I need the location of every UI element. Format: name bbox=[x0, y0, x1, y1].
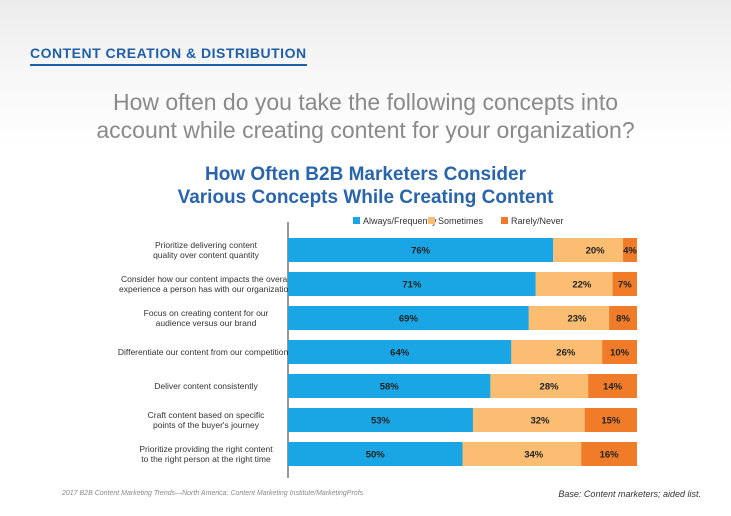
bar-segment-0-6 bbox=[288, 442, 463, 466]
data-label-2-1: 7% bbox=[618, 280, 632, 291]
category-label-5-line-1: points of the buyer's journey bbox=[153, 420, 260, 430]
bar-segment-1-2 bbox=[528, 306, 610, 330]
question-heading: How often do you take the following conc… bbox=[0, 88, 731, 144]
chart-title-line-1: How Often B2B Marketers Consider bbox=[205, 164, 526, 185]
data-label-0-1: 71% bbox=[402, 280, 422, 291]
legend-swatch-1 bbox=[428, 217, 435, 224]
category-label-1-line-0: Consider how our content impacts the ove… bbox=[121, 274, 291, 284]
bar-segment-0-2 bbox=[288, 306, 529, 330]
category-label-2-line-0: Focus on creating content for our bbox=[144, 308, 269, 318]
data-label-0-0: 76% bbox=[411, 246, 431, 257]
category-label-0-line-1: quality over content quantity bbox=[153, 250, 260, 260]
data-label-2-0: 4% bbox=[623, 246, 637, 257]
legend-swatch-0 bbox=[353, 217, 360, 224]
source-note: 2017 B2B Content Marketing Trends—North … bbox=[62, 490, 364, 497]
chart-title-line-2: Various Concepts While Creating Content bbox=[177, 187, 554, 208]
category-label-2-line-1: audience versus our brand bbox=[156, 318, 257, 328]
bar-segment-1-3 bbox=[511, 340, 603, 364]
category-label-6-line-0: Prioritize providing the right content bbox=[139, 444, 273, 454]
data-label-0-3: 64% bbox=[390, 348, 410, 359]
data-label-1-4: 28% bbox=[540, 382, 560, 393]
category-label-4-line-0: Deliver content consistently bbox=[154, 381, 258, 391]
data-label-0-5: 53% bbox=[371, 416, 391, 427]
question-line-1: How often do you take the following conc… bbox=[112, 89, 619, 115]
legend-label-2: Rarely/Never bbox=[511, 216, 564, 226]
data-label-1-5: 32% bbox=[530, 416, 550, 427]
bar-segment-0-5 bbox=[288, 408, 473, 432]
data-label-1-3: 26% bbox=[556, 348, 576, 359]
bar-segment-1-5 bbox=[472, 408, 585, 432]
data-label-1-0: 20% bbox=[586, 246, 606, 257]
bar-segment-2-0 bbox=[623, 238, 637, 262]
bar-segment-1-4 bbox=[490, 374, 589, 398]
data-label-1-2: 23% bbox=[567, 314, 587, 325]
bar-segment-2-4 bbox=[588, 374, 637, 398]
data-label-0-6: 50% bbox=[366, 450, 386, 461]
data-label-2-5: 15% bbox=[601, 416, 621, 427]
section-label: CONTENT CREATION & DISTRIBUTION bbox=[30, 45, 307, 66]
base-note: Base: Content marketers; aided list. bbox=[558, 489, 701, 499]
legend-label-1: Sometimes bbox=[438, 216, 484, 226]
bar-segment-2-2 bbox=[609, 306, 637, 330]
data-label-0-2: 69% bbox=[399, 314, 419, 325]
bar-segment-1-1 bbox=[535, 272, 613, 296]
bar-segment-0-0 bbox=[288, 238, 554, 262]
bar-segment-2-3 bbox=[602, 340, 637, 364]
category-label-1-line-1: experience a person has with our organiz… bbox=[119, 284, 293, 294]
bar-segment-0-4 bbox=[288, 374, 491, 398]
data-label-1-6: 34% bbox=[524, 450, 544, 461]
chart-title: How Often B2B Marketers Consider Various… bbox=[0, 163, 731, 209]
legend-swatch-2 bbox=[501, 217, 508, 224]
bar-segment-0-3 bbox=[288, 340, 512, 364]
category-label-3-line-0: Differentiate our content from our compe… bbox=[118, 347, 294, 357]
legend-label-0: Always/Frequently bbox=[363, 216, 437, 226]
bar-segment-0-1 bbox=[288, 272, 536, 296]
category-label-6-line-1: to the right person at the right time bbox=[141, 454, 271, 464]
data-label-1-1: 22% bbox=[572, 280, 592, 291]
bar-segment-1-6 bbox=[462, 442, 582, 466]
bar-segment-2-5 bbox=[584, 408, 637, 432]
question-line-2: account while creating content for your … bbox=[96, 117, 635, 143]
data-label-2-3: 10% bbox=[610, 348, 630, 359]
category-label-0-line-0: Prioritize delivering content bbox=[155, 240, 258, 250]
data-label-0-4: 58% bbox=[380, 382, 400, 393]
bar-segment-2-6 bbox=[581, 442, 637, 466]
data-label-2-2: 8% bbox=[616, 314, 630, 325]
category-label-5-line-0: Craft content based on specific bbox=[148, 410, 265, 420]
bar-segment-1-0 bbox=[553, 238, 624, 262]
data-label-2-6: 16% bbox=[600, 450, 620, 461]
bar-segment-2-1 bbox=[612, 272, 637, 296]
data-label-2-4: 14% bbox=[603, 382, 623, 393]
